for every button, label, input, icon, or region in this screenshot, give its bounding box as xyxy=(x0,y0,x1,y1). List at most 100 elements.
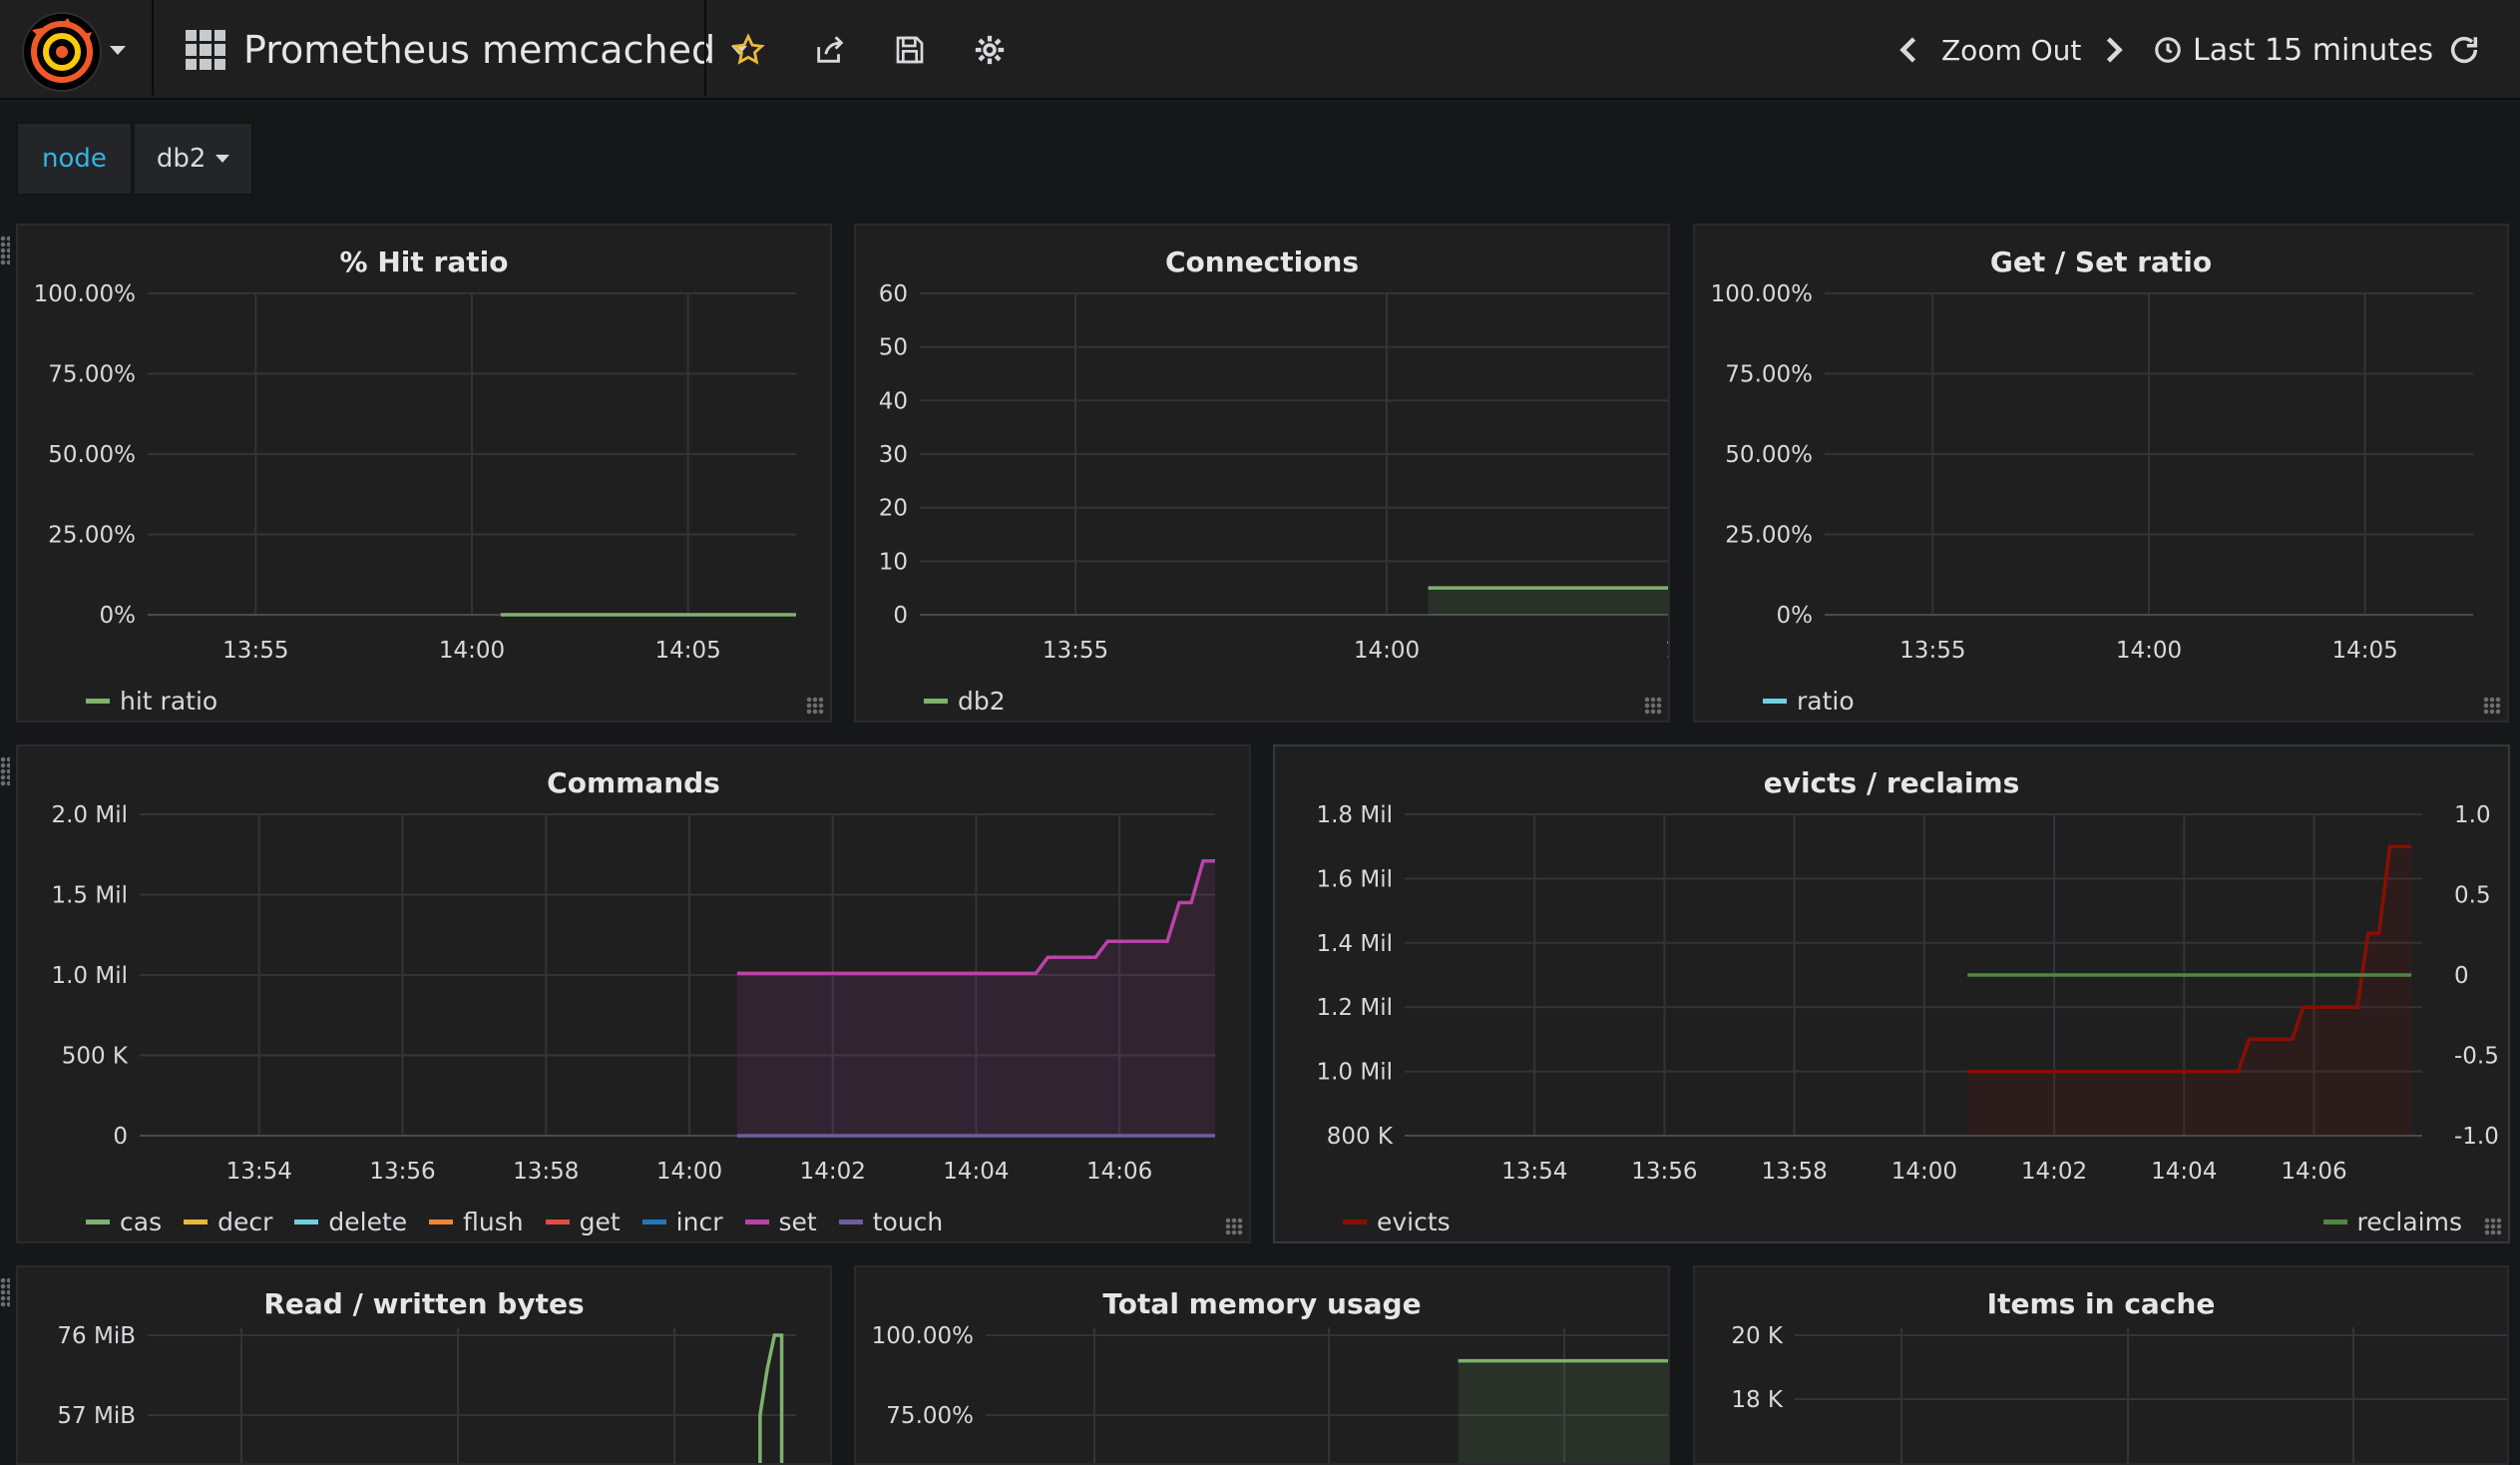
nav-divider xyxy=(152,0,154,96)
panel-hit-ratio: % Hit ratio 100.00% 75.00% 50.00% 25.00% 0% 13… xyxy=(16,224,832,723)
panel-get-set-ratio: Get / Set ratio 100.00% 75.00% 50.00% 25.00%… xyxy=(1693,224,2509,723)
resize-handle[interactable] xyxy=(806,697,824,715)
series-area xyxy=(1967,846,2412,1136)
resize-handle[interactable] xyxy=(1644,697,1662,715)
dashboard-picker[interactable]: Prometheus memcached xyxy=(186,24,748,76)
series-line-set[interactable] xyxy=(736,858,1215,976)
legend-item[interactable]: incr xyxy=(641,1208,723,1236)
y-tick-label: 18 K xyxy=(1731,1387,1784,1413)
row-drag-handle[interactable] xyxy=(0,236,10,265)
chevron-down-icon[interactable] xyxy=(110,46,126,55)
refresh-icon[interactable] xyxy=(2444,30,2484,70)
y-tick-label: 30 xyxy=(879,442,908,468)
legend-label[interactable]: incr xyxy=(675,1208,723,1236)
chart-svg[interactable]: 76 MiB 57 MiB xyxy=(18,1267,830,1463)
legend-label[interactable]: ratio xyxy=(1797,687,1855,716)
share-icon[interactable] xyxy=(810,30,850,70)
legend-label[interactable]: flush xyxy=(463,1208,524,1236)
legend-label[interactable]: cas xyxy=(120,1208,163,1236)
dashboard-title[interactable]: Prometheus memcached xyxy=(243,28,716,72)
chart-svg[interactable]: 2.0 Mil 1.5 Mil 1.0 Mil 500 K 0 13:54 13:56 13:… xyxy=(18,746,1249,1241)
x-tick-label: 13:55 xyxy=(1043,638,1108,664)
panel-title[interactable]: Commands xyxy=(547,766,720,799)
panel-title[interactable]: evicts / reclaims xyxy=(1763,766,2020,799)
resize-handle[interactable] xyxy=(1225,1218,1243,1235)
legend-item[interactable]: db2 xyxy=(924,687,1006,716)
panel-title[interactable]: Get / Set ratio xyxy=(1989,245,2213,278)
x-tick-label: 14:05 xyxy=(655,638,721,664)
variable-select-node[interactable]: db2 xyxy=(134,122,254,196)
legend-item[interactable]: reclaims xyxy=(2322,1208,2462,1236)
zoom-out-button[interactable]: Zoom Out xyxy=(1941,33,2082,67)
legend-label[interactable]: touch xyxy=(872,1208,944,1236)
legend-item[interactable]: flush xyxy=(429,1208,524,1236)
panel-commands: Commands 2.0 Mil 1.5 Mil 1.0 Mil 500 K 0 13:54… xyxy=(16,744,1251,1243)
panel-title[interactable]: Connections xyxy=(1164,245,1360,278)
row-drag-handle[interactable] xyxy=(0,1277,10,1307)
y-tick-label: 500 K xyxy=(62,1044,129,1070)
zoom-control: Zoom Out xyxy=(1897,24,2125,76)
resize-handle[interactable] xyxy=(2484,1218,2502,1235)
resize-handle[interactable] xyxy=(2483,697,2501,715)
y-tick-label: 2.0 Mil xyxy=(51,802,128,828)
chevron-right-icon[interactable] xyxy=(2103,35,2125,65)
chart-svg[interactable]: 60 50 40 30 20 10 0 13:55 14:00 14:05 xyxy=(856,226,1668,721)
y2-tick-label: 0.5 xyxy=(2454,883,2491,909)
legend-item[interactable]: evicts xyxy=(1343,1208,1451,1236)
legend-swatch xyxy=(545,1220,570,1224)
y-tick-label: 1.4 Mil xyxy=(1316,931,1393,957)
panel-title[interactable]: % Hit ratio xyxy=(339,245,509,278)
grafana-logo-icon[interactable] xyxy=(22,12,102,92)
legend-label[interactable]: reclaims xyxy=(2356,1208,2462,1236)
legend-item[interactable]: delete xyxy=(294,1208,407,1236)
y-tick-label: 1.5 Mil xyxy=(51,883,128,909)
grafana-menu[interactable] xyxy=(18,10,138,92)
legend-item[interactable]: touch xyxy=(838,1208,944,1236)
panel-title[interactable]: Total memory usage xyxy=(1102,1287,1422,1320)
row-drag-handle[interactable] xyxy=(0,756,10,786)
legend-item[interactable]: get xyxy=(545,1208,621,1236)
y-tick-label: 75.00% xyxy=(886,1403,974,1429)
x-tick-label: 14:00 xyxy=(1891,1159,1957,1185)
legend-swatch xyxy=(838,1220,863,1224)
time-range-picker[interactable]: Last 15 minutes xyxy=(2153,24,2433,76)
chart-svg[interactable]: 1.8 Mil 1.6 Mil 1.4 Mil 1.2 Mil 1.0 Mil 800 K… xyxy=(1275,746,2508,1241)
chevron-left-icon[interactable] xyxy=(1897,35,1919,65)
legend-label[interactable]: db2 xyxy=(958,687,1006,716)
y-tick-label: 1.6 Mil xyxy=(1316,866,1393,892)
x-tick-label: 14:00 xyxy=(2116,638,2182,664)
chart-svg[interactable]: 20 K 18 K xyxy=(1695,1267,2507,1463)
y-tick-label: 76 MiB xyxy=(57,1323,136,1349)
panel-title[interactable]: Read / written bytes xyxy=(263,1287,585,1320)
legend-label[interactable]: delete xyxy=(328,1208,408,1236)
x-tick-label: 14:00 xyxy=(439,638,505,664)
time-range-label[interactable]: Last 15 minutes xyxy=(2193,32,2434,68)
chevron-down-icon[interactable] xyxy=(215,155,230,163)
save-icon[interactable] xyxy=(890,30,930,70)
legend-label[interactable]: evicts xyxy=(1377,1208,1451,1236)
legend-label[interactable]: hit ratio xyxy=(120,687,218,716)
series-line[interactable] xyxy=(758,1333,784,1463)
legend-item[interactable]: ratio xyxy=(1763,687,1855,716)
chart-svg[interactable]: 100.00% 75.00% xyxy=(856,1267,1668,1463)
legend-label[interactable]: get xyxy=(579,1208,621,1236)
panel-title[interactable]: Items in cache xyxy=(1986,1287,2216,1320)
y-tick-label: 1.2 Mil xyxy=(1316,995,1393,1021)
star-icon[interactable] xyxy=(728,30,768,70)
legend-label[interactable]: decr xyxy=(217,1208,273,1236)
series-line-evicts[interactable] xyxy=(1967,844,2412,1074)
legend-label[interactable]: set xyxy=(778,1208,817,1236)
y2-tick-label: -0.5 xyxy=(2454,1044,2499,1070)
legend-item[interactable]: hit ratio xyxy=(86,687,217,716)
legend-item[interactable]: cas xyxy=(86,1208,162,1236)
y-tick-label: 0% xyxy=(1777,603,1814,629)
panel-read-written-bytes: Read / written bytes 76 MiB 57 MiB xyxy=(16,1265,832,1465)
legend: ratio xyxy=(1763,687,1877,716)
gear-icon[interactable] xyxy=(970,30,1010,70)
legend-item[interactable]: decr xyxy=(184,1208,272,1236)
chart-svg[interactable]: 100.00% 75.00% 50.00% 25.00% 0% 13:55 14:00 14:… xyxy=(18,226,830,721)
legend-swatch xyxy=(744,1220,769,1224)
chart-svg[interactable]: 100.00% 75.00% 50.00% 25.00% 0% 13:55 14:00 14:… xyxy=(1695,226,2507,721)
variable-value[interactable]: db2 xyxy=(156,144,207,174)
legend-item[interactable]: set xyxy=(744,1208,817,1236)
